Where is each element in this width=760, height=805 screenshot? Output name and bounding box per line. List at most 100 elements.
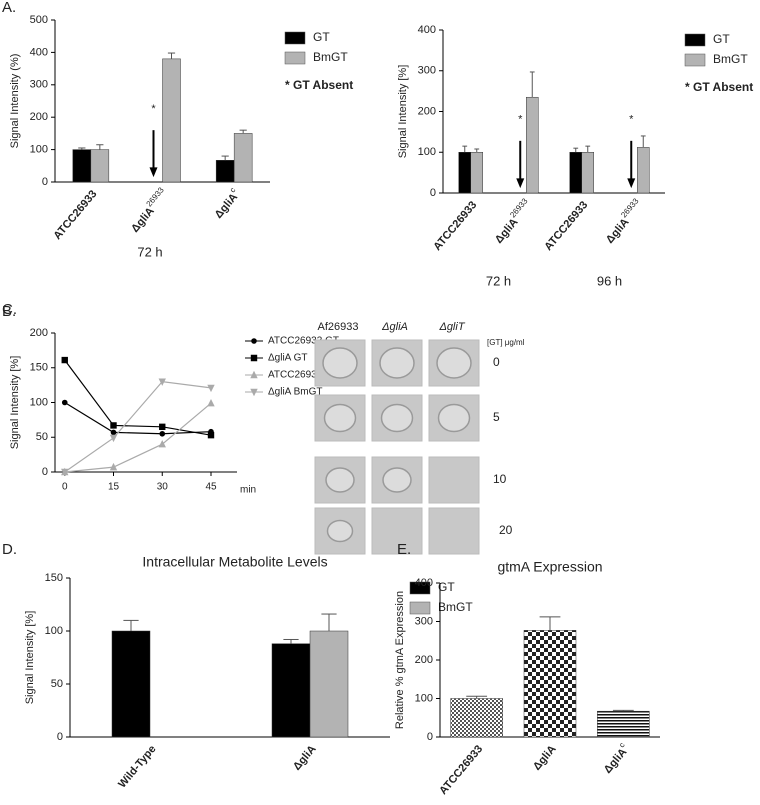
category: ΔgliA xyxy=(212,191,240,221)
y-tick-label: 300 xyxy=(415,615,433,627)
error-bar xyxy=(529,71,535,98)
y-tick-label: 0 xyxy=(427,731,433,743)
legend-swatch xyxy=(409,601,431,615)
legend-swatch xyxy=(684,53,706,67)
legend-note: * GT Absent xyxy=(685,80,753,94)
plate-well xyxy=(428,507,480,555)
bar xyxy=(523,630,577,738)
colony xyxy=(436,347,472,379)
category-superscript: 26933 xyxy=(508,196,530,219)
legend-label: ΔgliA GT xyxy=(268,353,307,364)
error-bar xyxy=(167,52,176,59)
colony xyxy=(326,519,354,543)
category-superscript: 26933 xyxy=(145,185,167,208)
y-tick-label: 0 xyxy=(42,466,48,478)
error-bar xyxy=(573,147,579,153)
category: ΔgliA xyxy=(531,743,559,773)
y-tick-label: 500 xyxy=(30,14,48,26)
x-axis-label: 72 h xyxy=(137,244,162,259)
y-tick-label: 150 xyxy=(45,572,63,584)
series-line xyxy=(64,401,212,435)
marker xyxy=(110,422,117,429)
colony xyxy=(379,347,415,379)
bar xyxy=(271,643,311,738)
error-bar xyxy=(239,129,247,134)
x-tick-label: ΔgliA xyxy=(291,743,319,773)
category: ATCC26933 xyxy=(431,199,479,253)
marker xyxy=(251,338,257,344)
x-tick-label: ΔgliAc xyxy=(210,186,243,221)
y-tick-label: 50 xyxy=(51,678,63,690)
marker xyxy=(109,434,118,443)
marker xyxy=(158,440,166,448)
x-tick-label: ATCC26933 xyxy=(51,188,99,242)
legend-swatch xyxy=(284,51,306,65)
y-axis-label: Signal Intensity [%] xyxy=(9,356,21,450)
marker xyxy=(158,378,166,386)
marker xyxy=(159,423,166,431)
bar xyxy=(111,630,151,738)
error-bar xyxy=(466,695,488,699)
x-tick-label: 15 xyxy=(108,482,120,493)
category: ΔgliA xyxy=(604,216,632,246)
y-tick-label: 0 xyxy=(430,187,436,199)
legend-swatch xyxy=(409,581,431,595)
y-tick-label: 100 xyxy=(30,144,48,156)
legend-label: GT xyxy=(438,580,455,594)
y-tick-label: 0 xyxy=(57,731,63,743)
error-bar xyxy=(612,709,634,712)
legend-label: ATCC26933 GT xyxy=(268,336,339,347)
y-tick-label: 200 xyxy=(418,105,436,117)
legend-swatch xyxy=(684,33,706,47)
y-tick-label: 300 xyxy=(418,65,436,77)
category-superscript: c xyxy=(228,186,237,195)
x-tick-label: ΔgliAc xyxy=(599,741,632,776)
y-tick-label: 200 xyxy=(415,654,433,666)
column-label: Af26933 xyxy=(318,321,359,333)
bar xyxy=(470,152,483,194)
marker xyxy=(250,370,258,379)
error-bar xyxy=(321,613,337,631)
x-tick-label: Wild-Type xyxy=(116,743,158,790)
category: ATCC26933 xyxy=(437,743,485,797)
marker xyxy=(207,431,215,439)
marker xyxy=(109,462,118,471)
row-label: 10 xyxy=(493,472,507,486)
y-tick-label: 150 xyxy=(30,362,48,374)
absent-arrowhead xyxy=(627,178,636,189)
error-bar xyxy=(283,638,299,644)
category-superscript: 26933 xyxy=(619,196,641,219)
bar xyxy=(90,149,110,183)
y-tick-label: 0 xyxy=(42,176,48,188)
bar xyxy=(215,160,235,183)
error-bar xyxy=(462,145,468,153)
colony xyxy=(322,347,358,379)
panel-label: C. xyxy=(2,301,17,318)
x-tick-label: 0 xyxy=(62,482,68,493)
legend-label: BmGT xyxy=(313,50,348,64)
panel-label: D. xyxy=(2,541,17,558)
plate-well xyxy=(428,456,480,504)
y-tick-label: 400 xyxy=(30,46,48,58)
marker xyxy=(61,356,68,364)
y-axis-label: Relative % gtmA Expression xyxy=(394,591,406,729)
legend-label: ΔgliA BmGT xyxy=(268,387,322,398)
y-tick-label: 100 xyxy=(418,146,436,158)
colony xyxy=(323,403,357,433)
category: ΔgliA xyxy=(291,743,319,773)
legend-label: ATCC26933 BmGT xyxy=(268,370,354,381)
plate-well xyxy=(371,507,423,555)
marker xyxy=(250,354,258,362)
y-tick-label: 200 xyxy=(30,327,48,339)
legend-label: GT xyxy=(713,32,730,46)
legend-swatch xyxy=(284,31,306,45)
legend-label: GT xyxy=(313,30,330,44)
group-label: 96 h xyxy=(597,273,622,288)
row-label: 0 xyxy=(493,355,500,369)
y-tick-label: 400 xyxy=(415,577,433,589)
series-line xyxy=(64,402,212,473)
series-line xyxy=(64,359,212,436)
marker xyxy=(159,430,166,437)
category: ATCC26933 xyxy=(51,188,99,242)
y-tick-label: 300 xyxy=(30,79,48,91)
